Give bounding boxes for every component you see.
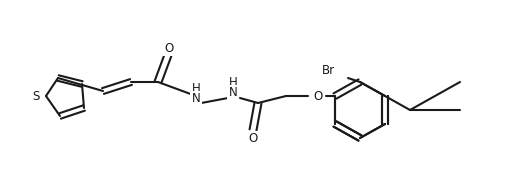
Text: S: S	[32, 90, 40, 102]
Text: O: O	[164, 42, 174, 55]
Text: Br: Br	[322, 64, 335, 77]
Text: H: H	[229, 76, 238, 89]
Text: N: N	[229, 86, 238, 99]
Text: O: O	[313, 90, 323, 103]
Text: H: H	[192, 81, 200, 95]
Text: O: O	[248, 133, 258, 146]
Text: N: N	[192, 93, 200, 105]
